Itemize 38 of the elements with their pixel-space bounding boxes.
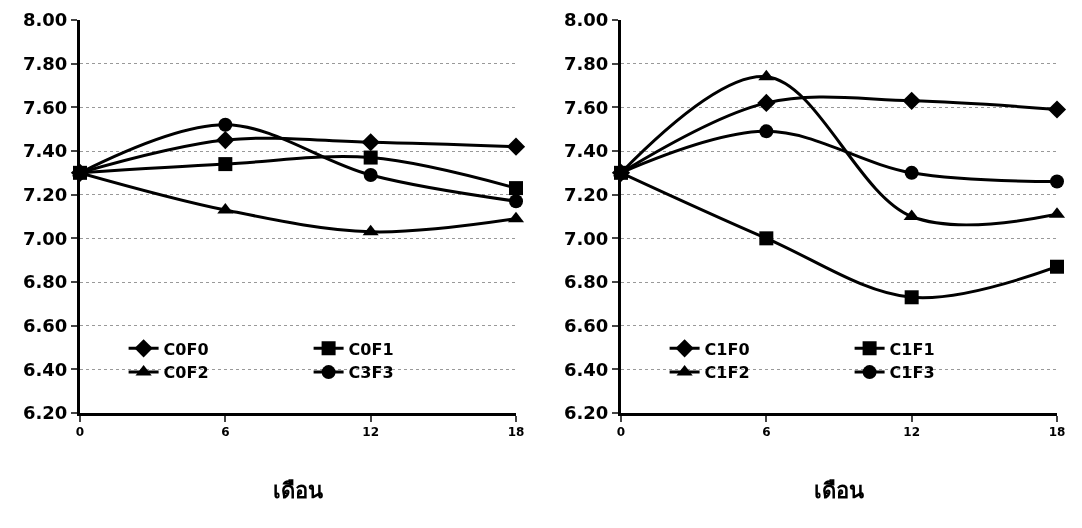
x-tick-label: 18 xyxy=(507,425,525,440)
y-tick-label: 7.40 xyxy=(563,140,609,162)
legend-label: C1F3 xyxy=(889,363,935,383)
x-tick-label: 12 xyxy=(903,425,921,440)
y-tick-label: 7.20 xyxy=(563,183,609,205)
x-tick-label: 0 xyxy=(75,425,85,440)
legend-label: C0F1 xyxy=(348,339,394,359)
y-tick-label: 7.80 xyxy=(563,52,609,74)
x-axis-title: เดือน xyxy=(814,478,864,504)
y-tick-label: 6.40 xyxy=(563,358,609,380)
y-tick-label: 7.20 xyxy=(22,183,68,205)
legend-label: C1F2 xyxy=(704,363,750,383)
y-tick-label: 6.20 xyxy=(563,402,609,424)
y-tick-label: 6.40 xyxy=(22,358,68,380)
y-tick-label: 7.00 xyxy=(563,227,609,249)
x-axis-title: เดือน xyxy=(273,478,323,504)
y-tick-label: 6.60 xyxy=(22,314,68,336)
legend-label: C1F0 xyxy=(704,339,750,359)
y-tick-label: 7.80 xyxy=(22,52,68,74)
legend-label: C3F3 xyxy=(348,363,394,383)
x-tick-label: 18 xyxy=(1048,425,1066,440)
y-tick-label: 8.00 xyxy=(563,9,609,31)
x-tick-label: 6 xyxy=(762,425,771,440)
y-tick-label: 7.40 xyxy=(22,140,68,162)
y-tick-label: 6.60 xyxy=(563,314,609,336)
y-tick-label: 7.00 xyxy=(22,227,68,249)
x-tick-label: 12 xyxy=(362,425,380,440)
x-tick-label: 6 xyxy=(221,425,230,440)
x-tick-label: 0 xyxy=(616,425,626,440)
y-tick-label: 7.60 xyxy=(563,96,609,118)
y-tick-label: 6.80 xyxy=(22,271,68,293)
legend-label: C1F1 xyxy=(889,339,935,359)
legend-label: C0F2 xyxy=(163,363,209,383)
legend-label: C0F0 xyxy=(163,339,209,359)
y-tick-label: 6.80 xyxy=(563,271,609,293)
y-tick-label: 6.20 xyxy=(22,402,68,424)
y-tick-label: 7.60 xyxy=(22,96,68,118)
y-tick-label: 8.00 xyxy=(22,9,68,31)
